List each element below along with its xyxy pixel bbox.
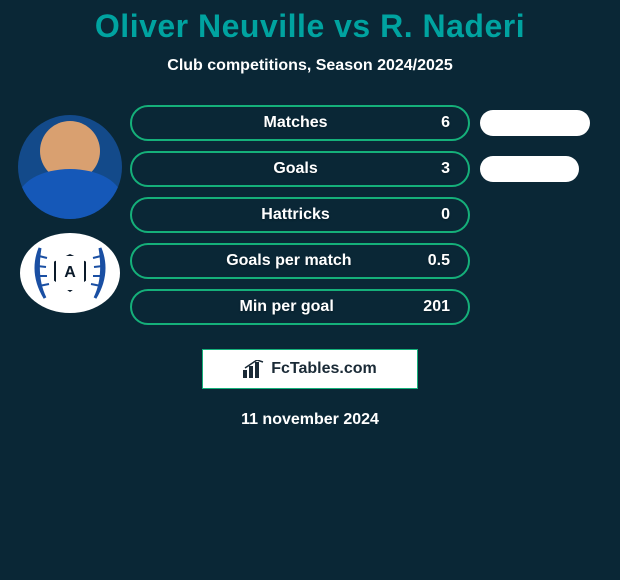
stat-bar: Goals 3 — [130, 151, 470, 187]
stat-row: Goals 3 — [130, 151, 606, 187]
comparison-pill — [480, 110, 590, 136]
stat-label: Goals — [273, 160, 317, 178]
stat-row: Goals per match 0.5 — [130, 243, 606, 279]
stat-bar: Hattricks 0 — [130, 197, 470, 233]
stat-label: Hattricks — [261, 206, 329, 224]
branding-label: FcTables.com — [271, 360, 377, 378]
left-column: A — [10, 105, 130, 313]
comparison-pill — [480, 156, 579, 182]
stat-row: Hattricks 0 — [130, 197, 606, 233]
stat-label: Min per goal — [240, 298, 334, 316]
stat-value: 0.5 — [428, 252, 450, 270]
stat-value: 3 — [441, 160, 450, 178]
stat-value: 0 — [441, 206, 450, 224]
date-line: 11 november 2024 — [0, 411, 620, 429]
subtitle: Club competitions, Season 2024/2025 — [0, 57, 620, 75]
stat-label: Goals per match — [226, 252, 351, 270]
stat-row: Min per goal 201 — [130, 289, 606, 325]
content-row: A Matches 6 Goals 3 Hattricks 0 Goals per matc… — [0, 105, 620, 325]
player-avatar — [18, 115, 122, 219]
stat-row: Matches 6 — [130, 105, 606, 141]
chart-icon — [243, 360, 265, 378]
stat-label: Matches — [264, 114, 328, 132]
stat-bar: Matches 6 — [130, 105, 470, 141]
comparison-infographic: Oliver Neuville vs R. Naderi Club compet… — [0, 0, 620, 580]
club-badge: A — [20, 233, 120, 313]
stat-value: 6 — [441, 114, 450, 132]
page-title: Oliver Neuville vs R. Naderi — [0, 8, 620, 45]
stat-value: 201 — [423, 298, 450, 316]
stats-column: Matches 6 Goals 3 Hattricks 0 Goals per match 0… — [130, 105, 610, 325]
avatar-body — [18, 169, 122, 219]
branding-badge: FcTables.com — [202, 349, 418, 389]
stat-bar: Min per goal 201 — [130, 289, 470, 325]
stat-bar: Goals per match 0.5 — [130, 243, 470, 279]
